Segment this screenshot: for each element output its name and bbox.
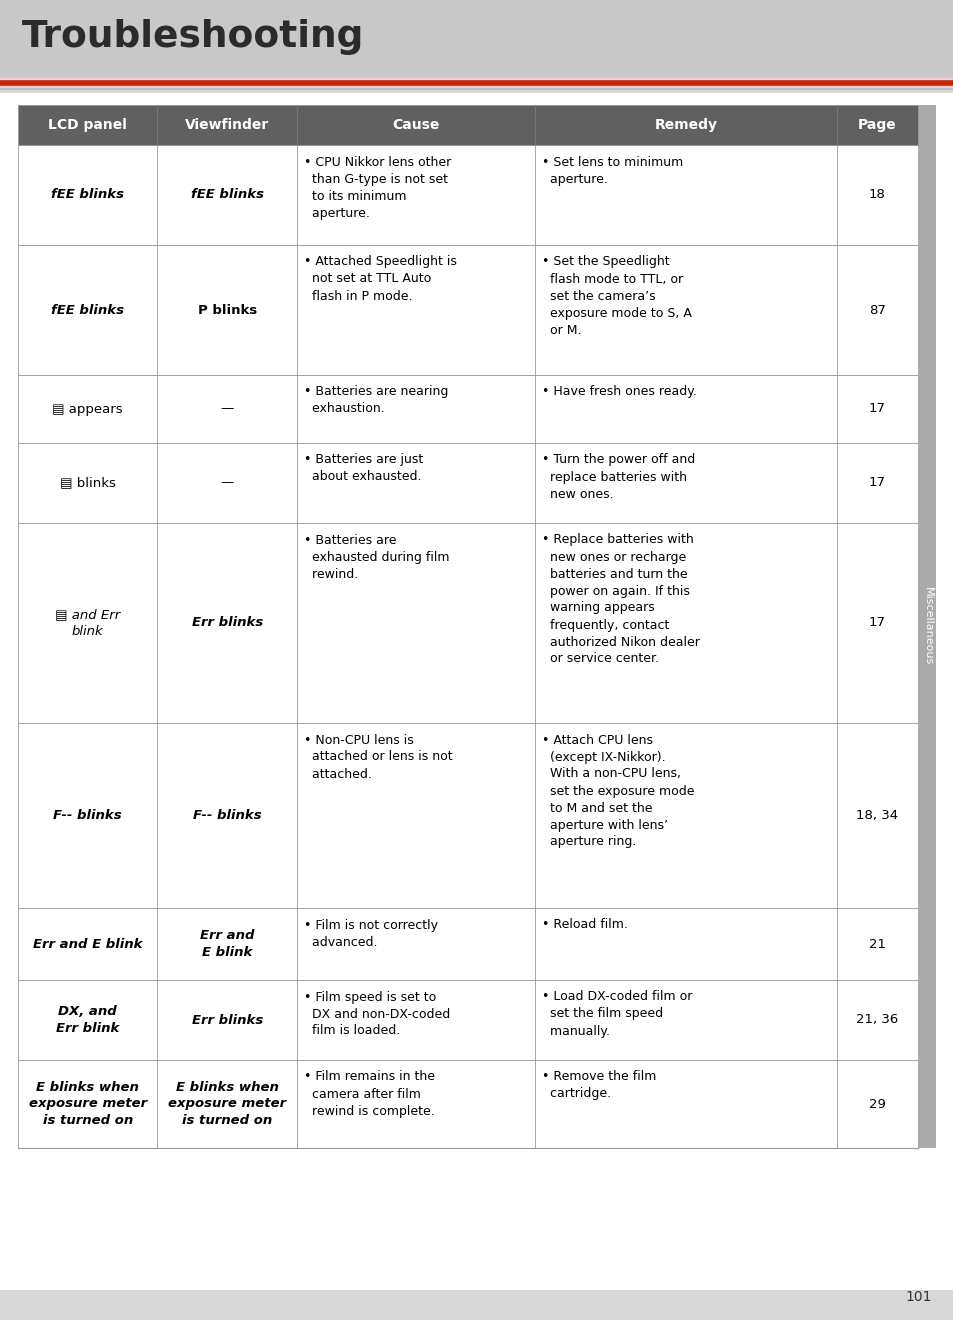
Text: • Load DX-coded film or
  set the film speed
  manually.: • Load DX-coded film or set the film spe… xyxy=(542,990,692,1038)
Bar xyxy=(18,375,917,444)
Bar xyxy=(18,979,917,1060)
Text: Miscellaneous: Miscellaneous xyxy=(922,587,931,665)
Text: • Film remains in the
  camera after film
  rewind is complete.: • Film remains in the camera after film … xyxy=(304,1071,435,1118)
Text: 17: 17 xyxy=(868,403,885,416)
Text: • Set lens to minimum
  aperture.: • Set lens to minimum aperture. xyxy=(542,156,683,186)
Bar xyxy=(0,0,953,78)
Bar xyxy=(18,145,917,246)
Bar xyxy=(18,908,917,979)
Text: fEE blinks: fEE blinks xyxy=(51,189,124,202)
Text: • Film is not correctly
  advanced.: • Film is not correctly advanced. xyxy=(304,919,437,949)
Text: 29: 29 xyxy=(868,1097,885,1110)
Bar xyxy=(18,523,917,723)
Text: • Have fresh ones ready.: • Have fresh ones ready. xyxy=(542,385,697,399)
Text: 21: 21 xyxy=(868,937,885,950)
Text: 17: 17 xyxy=(868,616,885,630)
Bar xyxy=(18,444,917,523)
Text: P blinks: P blinks xyxy=(197,304,256,317)
Text: 17: 17 xyxy=(868,477,885,490)
Text: —: — xyxy=(220,403,233,416)
Text: DX, and
Err blink: DX, and Err blink xyxy=(56,1006,119,1035)
Text: Err and E blink: Err and E blink xyxy=(33,937,142,950)
Text: • Replace batteries with
  new ones or recharge
  batteries and turn the
  power: • Replace batteries with new ones or rec… xyxy=(542,533,700,665)
Text: F-- blinks: F-- blinks xyxy=(193,809,261,822)
Text: 21, 36: 21, 36 xyxy=(856,1014,898,1027)
Text: • Attach CPU lens
  (except IX-Nikkor).
  With a non-CPU lens,
  set the exposur: • Attach CPU lens (except IX-Nikkor). Wi… xyxy=(542,734,695,849)
Text: 18: 18 xyxy=(868,189,885,202)
Text: Troubleshooting: Troubleshooting xyxy=(22,18,364,55)
Bar xyxy=(918,106,935,1148)
Text: ▤ appears: ▤ appears xyxy=(52,403,123,416)
Text: Err blinks: Err blinks xyxy=(192,616,263,630)
Text: Err and
E blink: Err and E blink xyxy=(200,929,254,958)
Text: • Reload film.: • Reload film. xyxy=(542,919,628,932)
Text: ▤ blinks: ▤ blinks xyxy=(60,477,115,490)
Text: 87: 87 xyxy=(868,304,885,317)
Text: Cause: Cause xyxy=(392,117,439,132)
Text: • Set the Speedlight
  flash mode to TTL, or
  set the camera’s
  exposure mode : • Set the Speedlight flash mode to TTL, … xyxy=(542,256,692,337)
Bar xyxy=(18,1060,917,1148)
Text: • Non-CPU lens is
  attached or lens is not
  attached.: • Non-CPU lens is attached or lens is no… xyxy=(304,734,452,780)
Bar xyxy=(18,106,917,145)
Text: • Remove the film
  cartridge.: • Remove the film cartridge. xyxy=(542,1071,657,1101)
Text: • Batteries are
  exhausted during film
  rewind.: • Batteries are exhausted during film re… xyxy=(304,533,449,581)
Bar xyxy=(18,723,917,908)
Text: ▤ and Err
blink: ▤ and Err blink xyxy=(55,609,120,638)
Text: fEE blinks: fEE blinks xyxy=(51,304,124,317)
Bar xyxy=(18,246,917,375)
Text: fEE blinks: fEE blinks xyxy=(191,189,263,202)
Text: • Attached Speedlight is
  not set at TTL Auto
  flash in P mode.: • Attached Speedlight is not set at TTL … xyxy=(304,256,456,302)
Text: F-- blinks: F-- blinks xyxy=(53,809,122,822)
Text: • Turn the power off and
  replace batteries with
  new ones.: • Turn the power off and replace batteri… xyxy=(542,454,695,500)
Text: Remedy: Remedy xyxy=(654,117,717,132)
Text: • CPU Nikkor lens other
  than G-type is not set
  to its minimum
  aperture.: • CPU Nikkor lens other than G-type is n… xyxy=(304,156,451,219)
Text: 18, 34: 18, 34 xyxy=(856,809,898,822)
Text: Page: Page xyxy=(858,117,896,132)
Text: • Film speed is set to
  DX and non-DX-coded
  film is loaded.: • Film speed is set to DX and non-DX-cod… xyxy=(304,990,450,1038)
Text: 101: 101 xyxy=(904,1290,931,1304)
Text: LCD panel: LCD panel xyxy=(49,117,127,132)
Text: E blinks when
exposure meter
is turned on: E blinks when exposure meter is turned o… xyxy=(29,1081,147,1127)
Text: • Batteries are just
  about exhausted.: • Batteries are just about exhausted. xyxy=(304,454,423,483)
Text: E blinks when
exposure meter
is turned on: E blinks when exposure meter is turned o… xyxy=(168,1081,286,1127)
Text: —: — xyxy=(220,477,233,490)
Text: • Batteries are nearing
  exhaustion.: • Batteries are nearing exhaustion. xyxy=(304,385,448,416)
Text: Viewfinder: Viewfinder xyxy=(185,117,269,132)
Text: Err blinks: Err blinks xyxy=(192,1014,263,1027)
